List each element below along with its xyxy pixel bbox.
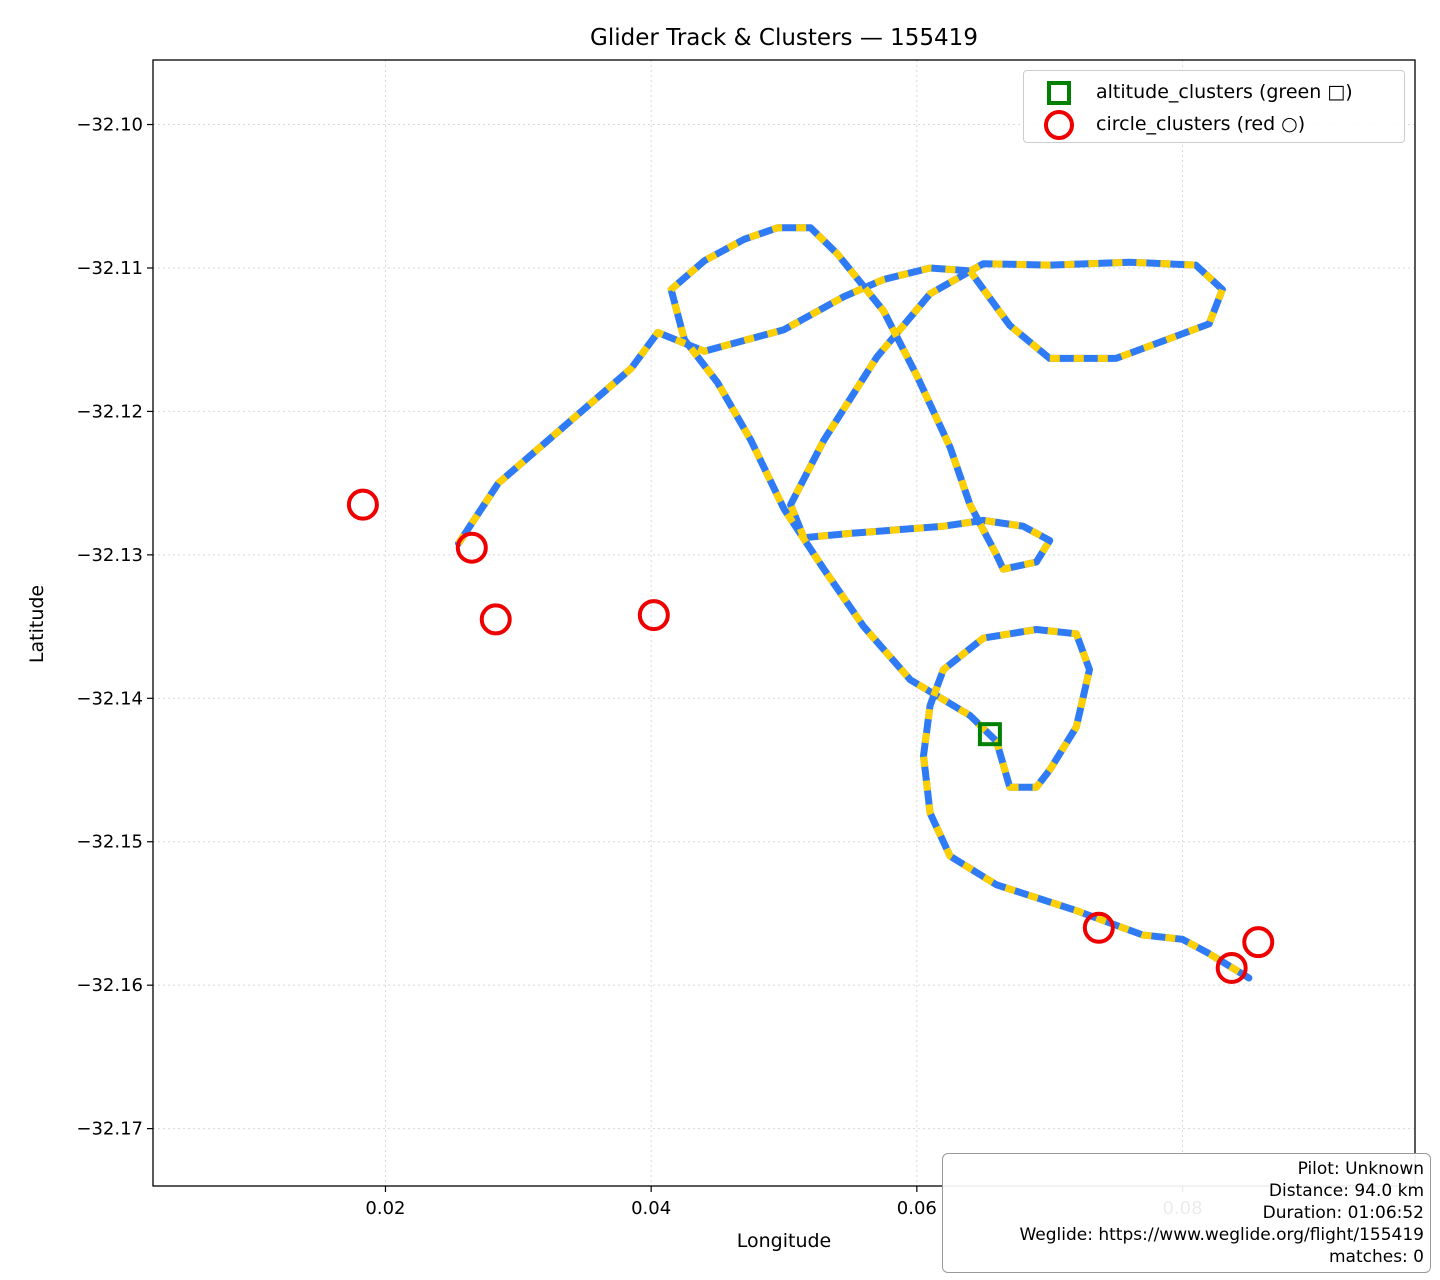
info-distance: Distance: 94.0 km [1268, 1181, 1424, 1201]
y-tick-label: −32.16 [76, 975, 143, 996]
legend-label-circle: circle_clusters (red ○) [1096, 113, 1306, 135]
circle-cluster-marker [479, 603, 512, 636]
y-tick-label: −32.13 [76, 545, 143, 566]
y-tick-label: −32.12 [76, 401, 143, 422]
circle-cluster-marker [637, 599, 670, 632]
track-lines [455, 224, 1253, 982]
x-axis-label: Longitude [737, 1230, 832, 1252]
x-tick-label: 0.06 [897, 1198, 937, 1219]
circle-cluster-marker [346, 488, 379, 521]
y-tick-label: −32.15 [76, 832, 143, 853]
x-tick-label: 0.02 [365, 1198, 405, 1219]
info-matches: matches: 0 [1328, 1247, 1424, 1267]
chart-title: Glider Track & Clusters — 155419 [590, 25, 978, 51]
info-pilot: Pilot: Unknown [1297, 1159, 1424, 1179]
legend-item-circle: circle_clusters (red ○) [1024, 108, 1404, 140]
altitude-cluster-marker [977, 722, 1002, 747]
y-tick-label: −32.11 [76, 258, 143, 279]
legend-label-altitude: altitude_clusters (green □) [1096, 81, 1353, 103]
cluster-markers [346, 488, 1275, 984]
plot-frame [152, 59, 1416, 1187]
y-tick-label: −32.14 [76, 688, 143, 709]
green-square-icon [1047, 81, 1071, 105]
red-circle-icon [1044, 110, 1074, 140]
y-axis-label: Latitude [26, 585, 48, 663]
flight-info-box: Pilot: Unknown Distance: 94.0 km Duratio… [942, 1153, 1431, 1273]
circle-cluster-marker [455, 531, 488, 564]
circle-cluster-marker [1082, 911, 1115, 944]
track-climb-overlay [455, 224, 1251, 981]
x-tick-label: 0.04 [631, 1198, 671, 1219]
y-axis-ticks: −32.10 −32.11 −32.12 −32.13 −32.14 −32.15 −32.… [76, 115, 153, 1140]
info-weglide: Weglide: https://www.weglide.org/flight/… [1019, 1225, 1424, 1245]
info-duration: Duration: 01:06:52 [1262, 1203, 1424, 1223]
legend-item-altitude: altitude_clusters (green □) [1024, 76, 1404, 106]
y-tick-label: −32.10 [76, 115, 143, 136]
legend: altitude_clusters (green □) circle_clust… [1023, 70, 1405, 143]
track-line [455, 224, 1253, 982]
y-tick-label: −32.17 [76, 1119, 143, 1140]
circle-cluster-marker [1242, 926, 1275, 959]
grid-lines [153, 60, 1415, 1186]
circle-cluster-marker [1215, 951, 1248, 984]
